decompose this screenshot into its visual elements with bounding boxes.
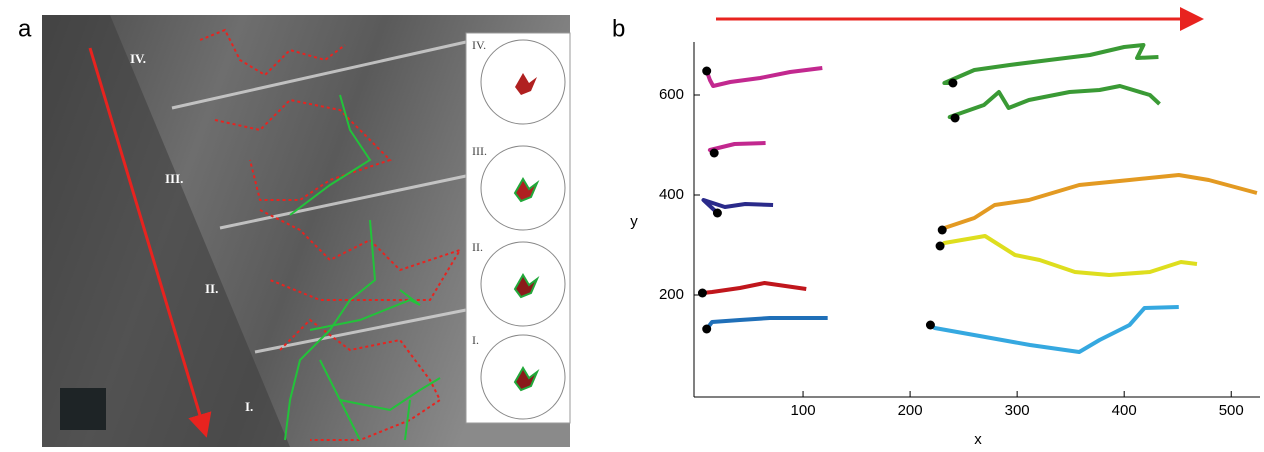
inset-label: IV. xyxy=(472,38,486,52)
trajectory xyxy=(705,316,828,331)
start-point xyxy=(709,148,719,158)
x-tick-label: 100 xyxy=(791,402,816,419)
trajectory xyxy=(947,84,1161,120)
polar-plot xyxy=(480,241,566,327)
track-blob xyxy=(513,366,540,392)
boundary-lines xyxy=(171,40,467,354)
start-point xyxy=(702,324,712,334)
start-point xyxy=(697,288,707,298)
cell-tracks-green xyxy=(284,94,441,441)
x-tick-label: 200 xyxy=(898,402,923,419)
polar-plot xyxy=(480,145,566,231)
inset-panel xyxy=(465,32,571,424)
direction-arrow xyxy=(88,47,212,438)
trajectory xyxy=(704,66,823,88)
y-axis-label: y xyxy=(630,213,638,230)
start-point xyxy=(937,225,947,235)
region-label: I. xyxy=(245,399,253,414)
region-label: II. xyxy=(205,281,218,296)
y-tick-label: 200 xyxy=(659,286,684,303)
trajectory xyxy=(701,198,774,215)
panel-label: a xyxy=(18,15,32,42)
region-labels: IV. III. II. I. xyxy=(130,51,253,414)
cell-tracks xyxy=(199,28,463,441)
x-axis-label: x xyxy=(974,431,982,448)
start-point xyxy=(702,66,712,76)
x-tick-label: 300 xyxy=(1005,402,1030,419)
x-tick-label: 500 xyxy=(1219,402,1244,419)
start-point xyxy=(712,208,722,218)
inset-label: II. xyxy=(472,240,483,254)
region-label: III. xyxy=(165,171,183,186)
polar-plot xyxy=(480,334,566,420)
panel-label: b xyxy=(612,15,625,42)
inset-label: I. xyxy=(472,333,479,347)
track-blob xyxy=(513,177,540,203)
dark-patch xyxy=(60,388,106,430)
polar-plot xyxy=(480,39,566,125)
trajectory xyxy=(929,305,1179,354)
shadow-region xyxy=(42,15,290,447)
x-tick-label: 400 xyxy=(1112,402,1137,419)
y-tick-label: 400 xyxy=(659,186,684,203)
trajectory xyxy=(942,43,1159,85)
track-blob xyxy=(513,273,540,299)
start-point xyxy=(935,241,945,251)
start-point xyxy=(950,113,960,123)
track-blob xyxy=(515,73,537,95)
trajectory xyxy=(938,234,1198,277)
inset-label: III. xyxy=(472,144,487,158)
trajectory xyxy=(702,281,807,295)
y-tick-label: 600 xyxy=(659,86,684,103)
start-point xyxy=(948,78,958,88)
trajectory xyxy=(940,173,1258,232)
region-label: IV. xyxy=(130,51,146,66)
insets: IV. III. II. I. xyxy=(472,38,566,420)
plot: 100 200 300 400 500 200 400 600 xyxy=(659,42,1260,419)
start-point xyxy=(925,320,935,330)
